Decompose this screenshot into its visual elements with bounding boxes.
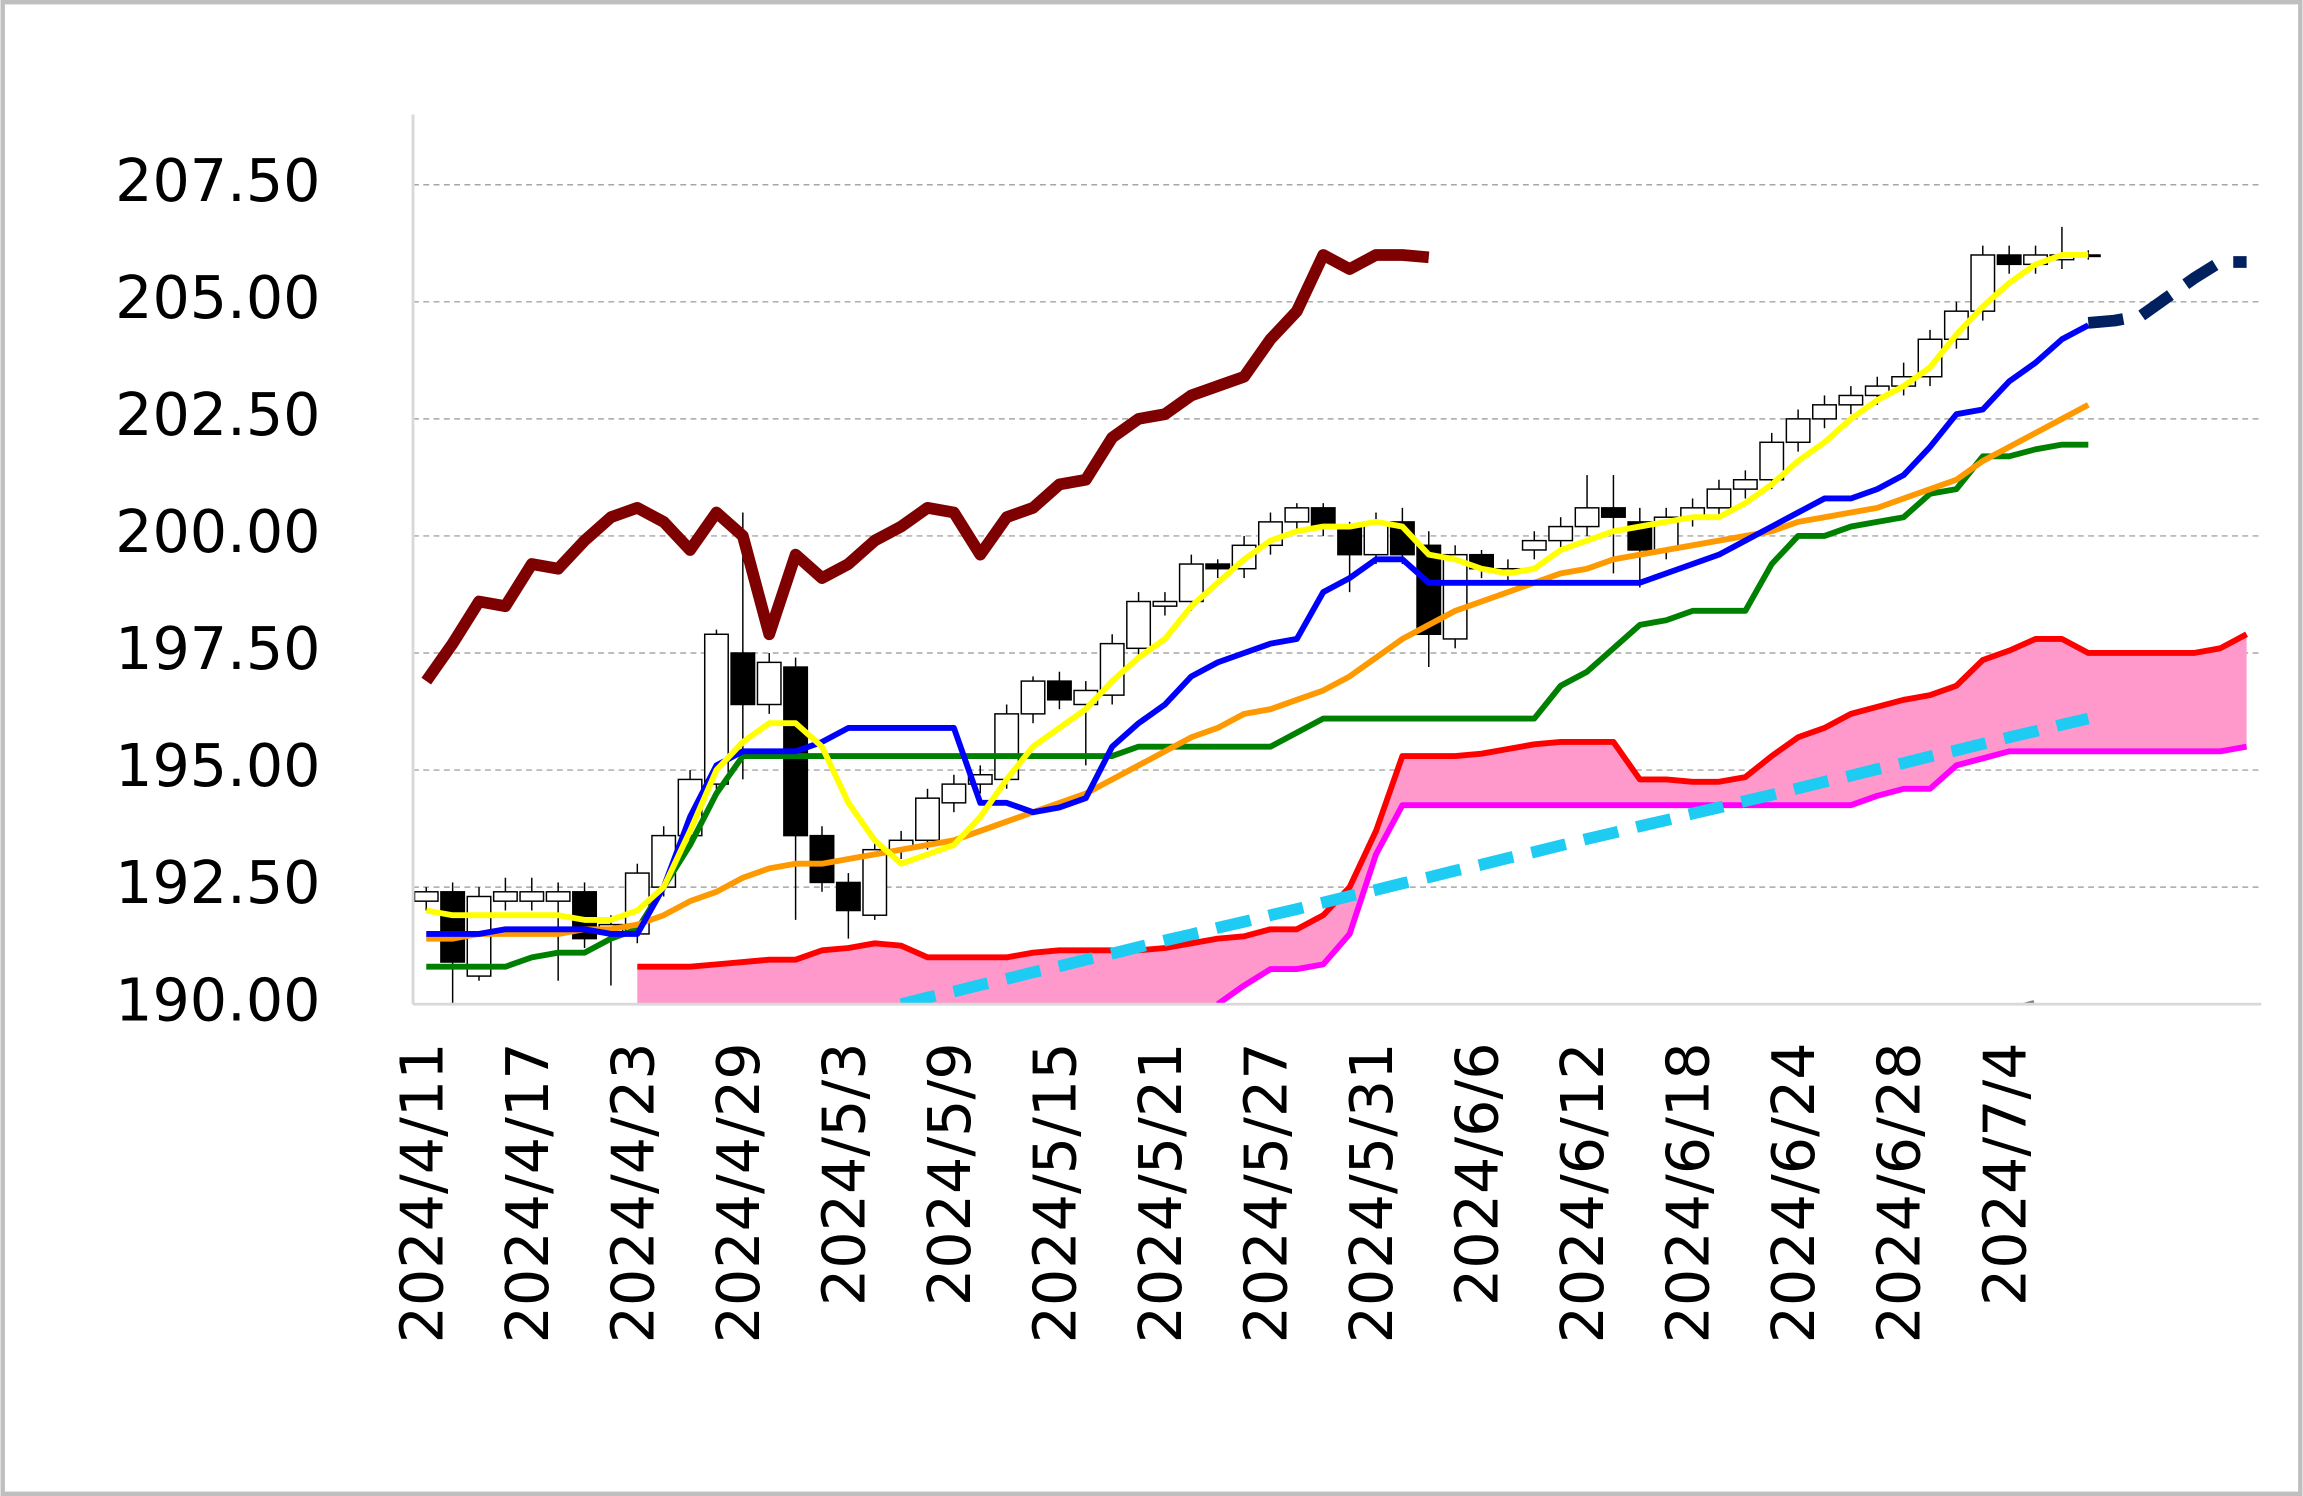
candle-body bbox=[1706, 488, 1732, 509]
x-tick-label: 2024/6/18 bbox=[1654, 1042, 1723, 1343]
candle-body bbox=[1970, 254, 1996, 312]
candle-body bbox=[1126, 600, 1152, 650]
candle-body bbox=[1020, 680, 1046, 715]
candle-body bbox=[730, 652, 756, 706]
candle-body bbox=[1284, 507, 1310, 523]
candle-body bbox=[1574, 507, 1600, 528]
candle-body bbox=[440, 891, 466, 963]
candle-body bbox=[1521, 539, 1547, 551]
axes: 190.00 192.50 195.00 197.50 200.00 202.50 205.… bbox=[115, 114, 2262, 1343]
candle-body bbox=[1046, 680, 1072, 701]
plot-area bbox=[413, 226, 2248, 1005]
candle-body bbox=[1337, 525, 1363, 556]
candle-body bbox=[1363, 521, 1389, 556]
x-tick-label: 2024/5/3 bbox=[809, 1042, 878, 1306]
candle-body bbox=[862, 848, 888, 916]
y-tick-label: 202.50 bbox=[115, 380, 320, 449]
x-tick-label: 2024/4/29 bbox=[704, 1042, 773, 1343]
candle-body bbox=[1759, 441, 1785, 481]
x-tick-label: 2024/6/28 bbox=[1865, 1042, 1934, 1343]
y-tick-label: 192.50 bbox=[115, 848, 320, 917]
candle-body bbox=[1785, 418, 1811, 444]
candle-body bbox=[519, 891, 545, 902]
candle-body bbox=[1812, 404, 1837, 420]
x-tick-label: 2024/6/6 bbox=[1443, 1042, 1512, 1306]
line-series bbox=[2087, 256, 2247, 329]
candle-body bbox=[967, 774, 993, 785]
x-tick-label: 2024/6/24 bbox=[1759, 1042, 1828, 1343]
line-series bbox=[425, 252, 2089, 923]
x-tick-label: 2024/6/12 bbox=[1548, 1042, 1617, 1343]
y-tick-label: 205.00 bbox=[115, 263, 320, 332]
candle-body bbox=[1152, 600, 1178, 607]
x-tick-label: 2024/4/11 bbox=[387, 1042, 456, 1343]
candle-body bbox=[1178, 563, 1204, 603]
candle-body bbox=[756, 661, 782, 706]
x-tick-label: 2024/4/17 bbox=[493, 1042, 562, 1343]
candle-body bbox=[703, 633, 729, 785]
candle-body bbox=[1732, 479, 1758, 490]
cloud bbox=[637, 634, 2247, 1005]
y-tick-label: 200.00 bbox=[115, 497, 320, 566]
candle-body bbox=[1416, 544, 1442, 636]
line-series bbox=[899, 712, 2090, 1005]
candle-body bbox=[941, 783, 967, 804]
x-tick-label: 2024/4/23 bbox=[598, 1042, 667, 1343]
candle-body bbox=[809, 834, 835, 884]
candle-body bbox=[545, 891, 571, 902]
y-tick-label: 197.50 bbox=[115, 614, 320, 683]
candle-body bbox=[915, 797, 940, 842]
x-tick-label: 2024/5/27 bbox=[1232, 1042, 1301, 1343]
x-tick-label: 2024/5/15 bbox=[1021, 1042, 1090, 1343]
x-tick-label: 2024/5/21 bbox=[1126, 1042, 1195, 1343]
line-series bbox=[637, 631, 2248, 970]
candle-body bbox=[1548, 525, 1574, 542]
candle-body bbox=[835, 881, 861, 912]
line-series bbox=[426, 441, 2089, 970]
y-tick-label: 195.00 bbox=[115, 731, 320, 800]
line-series bbox=[1216, 743, 2248, 1005]
y-tick-label: 207.50 bbox=[115, 146, 320, 215]
line-series bbox=[426, 402, 2090, 942]
line-series bbox=[426, 322, 2090, 937]
candle-body bbox=[1442, 553, 1468, 640]
candle-body bbox=[413, 891, 439, 902]
candle-body bbox=[1600, 507, 1626, 518]
line-series bbox=[421, 249, 1430, 685]
candle-body bbox=[1917, 338, 1943, 378]
x-tick-label: 2024/5/31 bbox=[1337, 1042, 1406, 1343]
x-tick-label: 2024/5/9 bbox=[915, 1042, 984, 1306]
candle-body bbox=[1838, 394, 1864, 406]
y-tick-label: 190.00 bbox=[115, 965, 320, 1034]
candle-body bbox=[492, 891, 518, 902]
candle-body bbox=[1205, 563, 1231, 570]
candle-body bbox=[1996, 254, 2022, 266]
x-tick-label: 2024/7/4 bbox=[1970, 1042, 2039, 1306]
